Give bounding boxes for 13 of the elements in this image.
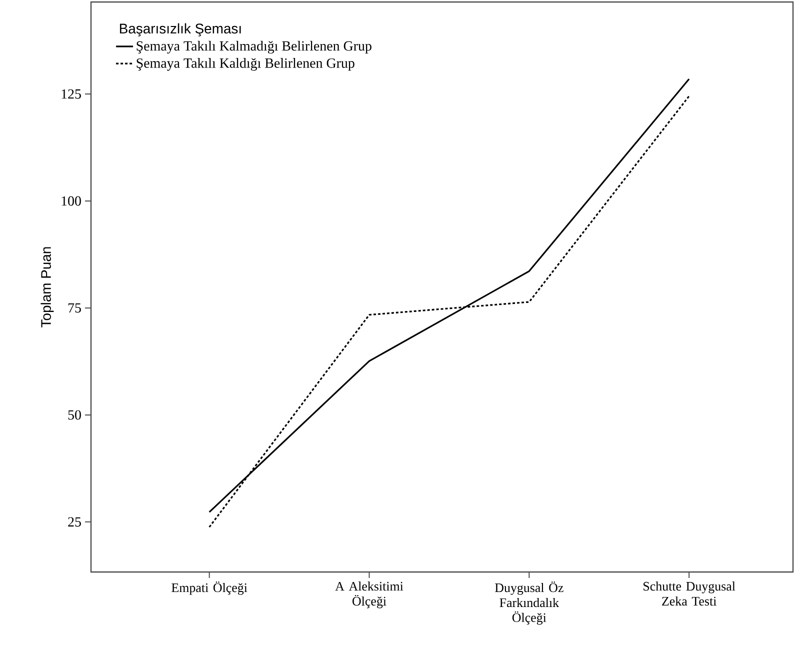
y-tick-label: 100 — [62, 196, 81, 206]
legend-label: Şemaya Takılı Kaldığı Belirlenen Grup — [136, 58, 354, 71]
x-tick-label: Duygusal Öz Farkındalık Ölçeği — [495, 582, 564, 625]
legend-title: Başarısızlık Şeması — [120, 23, 241, 36]
x-tick-label: A Aleksitimi Ölçeği — [335, 582, 404, 608]
y-tick-label: 125 — [62, 89, 81, 99]
legend-label: Şemaya Takılı Kalmadığı Belirlenen Grup — [136, 40, 372, 54]
y-tick-label: 50 — [68, 410, 81, 420]
y-tick-label: 75 — [68, 303, 81, 313]
y-axis-title: Toplam Puan — [40, 247, 54, 328]
x-tick-label: Schutte Duygusal Zeka Testi — [644, 582, 736, 606]
y-tick-label: 25 — [68, 517, 81, 527]
x-tick-label: Empati Ölçeği — [172, 582, 248, 595]
